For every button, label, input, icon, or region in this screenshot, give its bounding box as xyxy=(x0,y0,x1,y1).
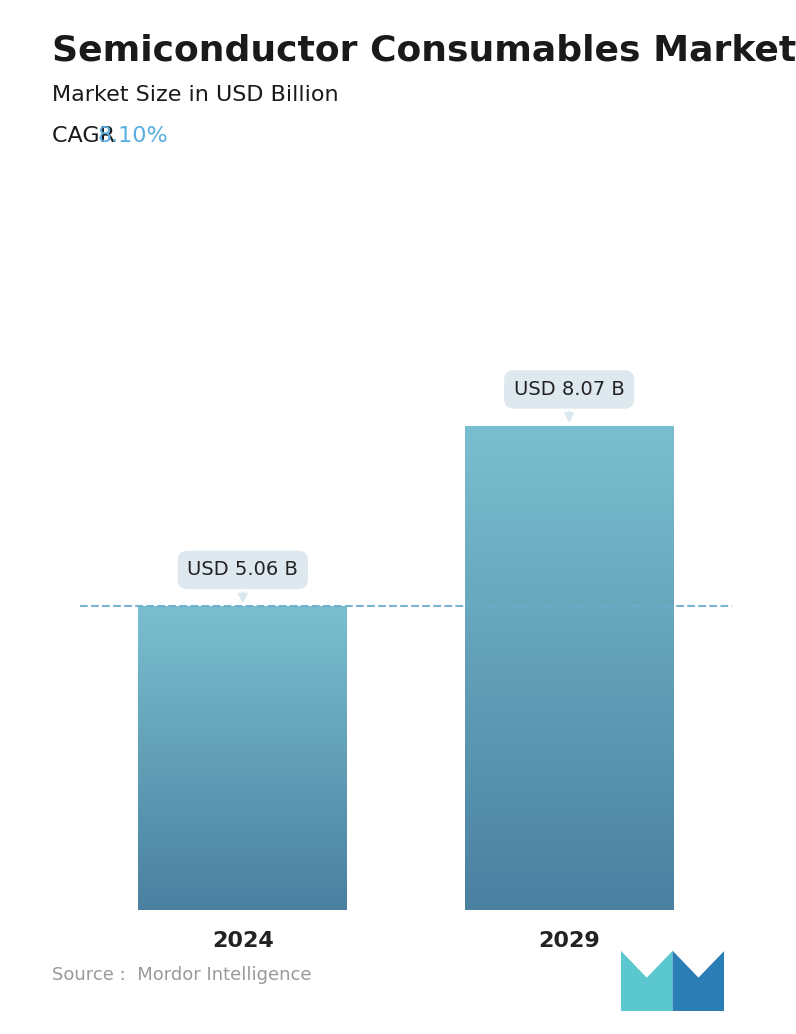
Text: Source :  Mordor Intelligence: Source : Mordor Intelligence xyxy=(52,967,311,984)
Text: USD 5.06 B: USD 5.06 B xyxy=(187,560,298,602)
Polygon shape xyxy=(673,951,724,1011)
Polygon shape xyxy=(621,951,673,1011)
Text: Market Size in USD Billion: Market Size in USD Billion xyxy=(52,85,338,104)
Text: 8.10%: 8.10% xyxy=(97,126,168,146)
Text: Semiconductor Consumables Market: Semiconductor Consumables Market xyxy=(52,33,796,67)
Text: USD 8.07 B: USD 8.07 B xyxy=(513,379,625,421)
Text: CAGR: CAGR xyxy=(52,126,122,146)
